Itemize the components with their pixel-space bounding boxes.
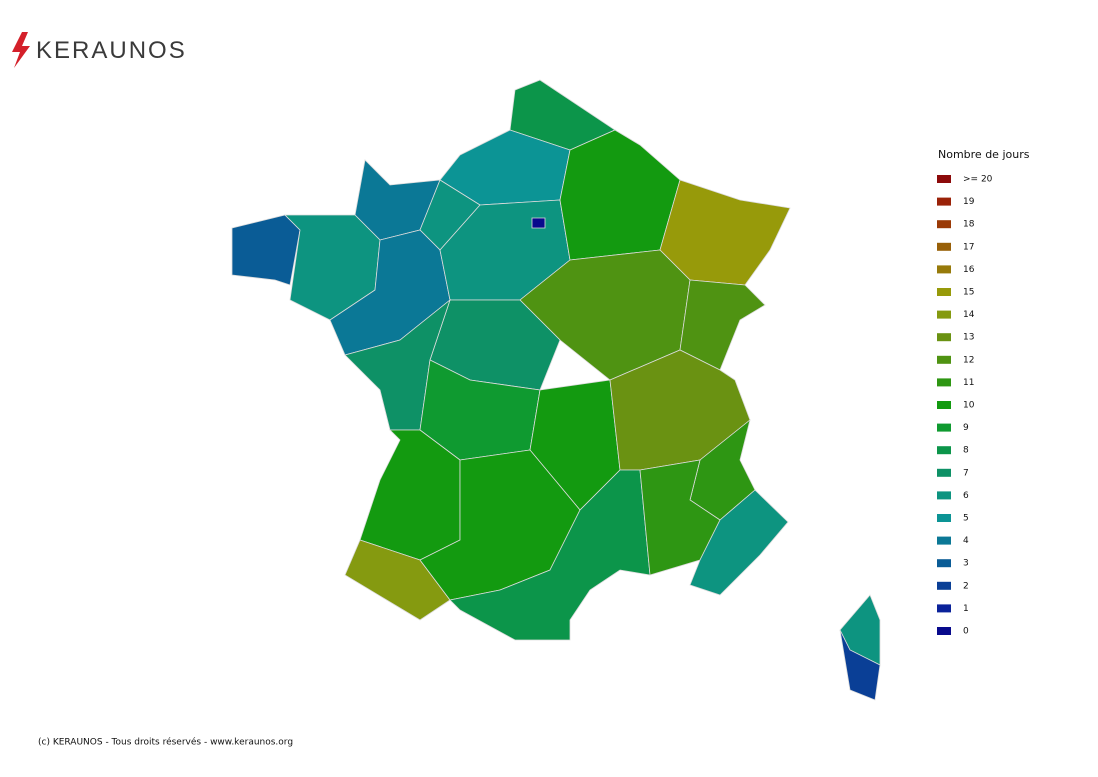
legend-swatch — [937, 491, 951, 500]
legend-label: 6 — [963, 491, 969, 501]
legend-swatch — [937, 446, 951, 455]
legend-title: Nombre de jours — [938, 148, 1030, 161]
legend-label: 2 — [963, 581, 969, 591]
legend-label: 0 — [963, 627, 969, 637]
legend: Nombre de jours >= 201918171615141312111… — [937, 148, 1030, 637]
legend-label: >= 20 — [963, 175, 993, 185]
legend-label: 1 — [963, 604, 969, 614]
legend-swatch — [937, 401, 951, 409]
legend-label: 19 — [963, 197, 975, 207]
legend-label: 10 — [963, 401, 975, 411]
legend-swatch — [937, 581, 951, 590]
department — [839, 629, 881, 701]
legend-swatch — [937, 288, 951, 296]
department — [689, 489, 789, 596]
legend-swatch — [937, 627, 951, 635]
legend-swatch — [937, 333, 951, 342]
legend-label: 8 — [963, 446, 969, 456]
legend-label: 11 — [963, 378, 974, 388]
legend-swatch — [937, 355, 951, 364]
department — [449, 469, 651, 641]
legend-label: 17 — [963, 242, 974, 252]
legend-swatch — [937, 220, 951, 229]
legend-label: 5 — [963, 514, 969, 524]
department — [531, 217, 546, 229]
legend-swatch — [937, 265, 951, 274]
footer: (c) KERAUNOS - Tous droits réservés - ww… — [38, 737, 293, 748]
legend-label: 7 — [963, 468, 969, 478]
legend-swatch — [937, 175, 951, 183]
map — [231, 79, 881, 701]
legend-label: 15 — [963, 288, 974, 298]
legend-label: 9 — [963, 423, 969, 433]
department — [231, 214, 301, 286]
legend-swatch — [937, 242, 951, 251]
legend-label: 12 — [963, 355, 974, 365]
logo-bolt — [12, 32, 30, 68]
legend-swatch — [937, 197, 951, 206]
legend-label: 18 — [963, 220, 975, 230]
legend-swatch — [937, 378, 951, 387]
legend-swatch — [937, 559, 951, 568]
legend-swatch — [937, 310, 951, 319]
legend-label: 14 — [963, 310, 975, 320]
legend-swatch — [937, 514, 951, 522]
legend-swatch — [937, 536, 951, 545]
legend-swatch — [937, 604, 951, 613]
legend-label: 4 — [963, 536, 969, 546]
legend-label: 3 — [963, 559, 969, 569]
legend-label: 13 — [963, 333, 974, 343]
legend-swatch — [937, 468, 951, 477]
legend-swatch — [937, 423, 951, 432]
logo-text: KERAUNOS — [36, 37, 187, 64]
legend-label: 16 — [963, 265, 975, 275]
